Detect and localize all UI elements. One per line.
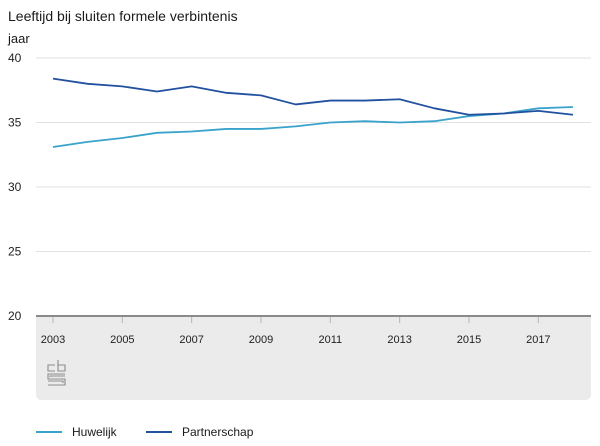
x-tick-label: 2005 xyxy=(110,334,134,346)
y-tick-label: 30 xyxy=(8,180,22,194)
legend-label-huwelijk: Huwelijk xyxy=(72,425,117,439)
chart-title: Leeftijd bij sluiten formele verbintenis xyxy=(8,8,238,24)
legend-item-partnerschap[interactable]: Partnerschap xyxy=(146,423,253,441)
logo-c xyxy=(47,364,55,372)
logo-b xyxy=(57,360,66,372)
y-axis-unit-label: jaar xyxy=(8,31,30,46)
cbs-logo-icon xyxy=(47,360,66,386)
logo-s xyxy=(47,373,66,386)
y-tick-label: 35 xyxy=(8,116,22,130)
x-axis-footer xyxy=(36,316,591,400)
legend-swatch-huwelijk xyxy=(36,431,62,433)
y-tick-label: 20 xyxy=(8,309,22,323)
x-tick-label: 2003 xyxy=(41,334,65,346)
gridlines xyxy=(36,57,591,317)
x-tick-label: 2013 xyxy=(387,334,411,346)
logo-s-inner xyxy=(48,375,65,383)
legend-label-partnerschap: Partnerschap xyxy=(182,425,254,439)
x-axis-ticks: 2003 2005 2007 2009 2011 2013 2015 2017 xyxy=(41,317,551,346)
y-axis-ticks: 20 25 30 35 40 xyxy=(8,51,22,323)
y-tick-label: 40 xyxy=(8,51,22,65)
x-tick-label: 2011 xyxy=(319,334,343,346)
x-tick-label: 2017 xyxy=(526,334,550,346)
x-tick-label: 2007 xyxy=(179,334,203,346)
y-tick-label: 25 xyxy=(8,245,22,259)
legend-swatch-partnerschap xyxy=(146,431,172,433)
x-tick-label: 2009 xyxy=(249,334,273,346)
series-lines xyxy=(52,77,574,148)
footer-background xyxy=(36,316,591,400)
x-tick-label: 2015 xyxy=(457,334,481,346)
legend-item-huwelijk[interactable]: Huwelijk xyxy=(36,423,117,441)
series-line-partnerschap xyxy=(52,77,574,116)
legend: Huwelijk Partnerschap xyxy=(0,423,600,441)
